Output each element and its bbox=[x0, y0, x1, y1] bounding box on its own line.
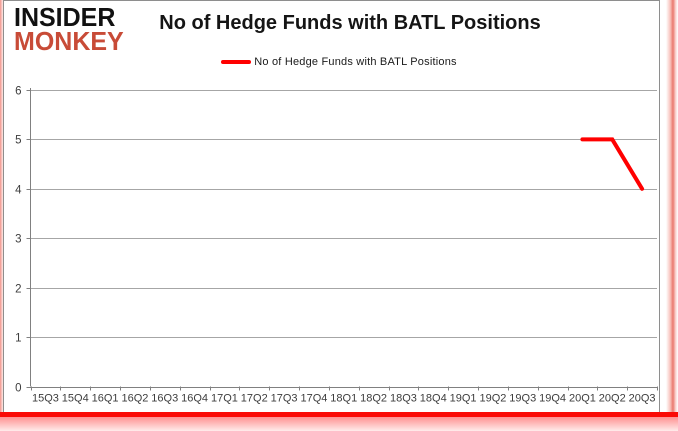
svg-text:20Q1: 20Q1 bbox=[569, 393, 596, 405]
svg-text:19Q4: 19Q4 bbox=[539, 393, 566, 405]
decorative-right-border bbox=[666, 0, 678, 431]
chart-legend: No of Hedge Funds with BATL Positions bbox=[0, 56, 678, 68]
svg-text:17Q3: 17Q3 bbox=[271, 393, 298, 405]
svg-text:15Q3: 15Q3 bbox=[32, 393, 59, 405]
svg-text:20Q2: 20Q2 bbox=[599, 393, 626, 405]
svg-text:18Q1: 18Q1 bbox=[330, 393, 357, 405]
svg-text:16Q1: 16Q1 bbox=[92, 393, 119, 405]
svg-text:18Q4: 18Q4 bbox=[420, 393, 447, 405]
logo-line-insider: INSIDER bbox=[14, 3, 116, 33]
svg-text:19Q2: 19Q2 bbox=[479, 393, 506, 405]
svg-text:1: 1 bbox=[15, 333, 21, 345]
svg-text:0: 0 bbox=[15, 383, 21, 395]
svg-text:18Q2: 18Q2 bbox=[360, 393, 387, 405]
svg-text:18Q3: 18Q3 bbox=[390, 393, 417, 405]
decorative-bottom-border bbox=[0, 412, 678, 417]
svg-text:20Q3: 20Q3 bbox=[629, 393, 656, 405]
svg-text:4: 4 bbox=[15, 185, 22, 197]
logo-line-monkey: MONKEY bbox=[14, 27, 124, 57]
svg-text:16Q3: 16Q3 bbox=[151, 393, 178, 405]
legend-label: No of Hedge Funds with BATL Positions bbox=[254, 56, 457, 68]
svg-text:5: 5 bbox=[15, 135, 21, 147]
svg-text:16Q2: 16Q2 bbox=[121, 393, 148, 405]
svg-text:19Q3: 19Q3 bbox=[509, 393, 536, 405]
svg-text:6: 6 bbox=[15, 86, 21, 98]
svg-text:17Q4: 17Q4 bbox=[300, 393, 327, 405]
insider-monkey-logo: INSIDER MONKEY bbox=[14, 3, 124, 57]
legend-line-swatch bbox=[221, 60, 252, 64]
svg-text:2: 2 bbox=[15, 284, 21, 296]
svg-text:17Q1: 17Q1 bbox=[211, 393, 238, 405]
svg-text:17Q2: 17Q2 bbox=[241, 393, 268, 405]
chart-frame bbox=[3, 0, 660, 414]
svg-text:19Q1: 19Q1 bbox=[450, 393, 477, 405]
decorative-left-border bbox=[0, 0, 3, 431]
svg-text:15Q4: 15Q4 bbox=[62, 393, 89, 405]
decorative-bottom-glow bbox=[0, 417, 678, 431]
svg-text:3: 3 bbox=[15, 234, 21, 246]
svg-text:16Q4: 16Q4 bbox=[181, 393, 208, 405]
chart-title: No of Hedge Funds with BATL Positions bbox=[159, 12, 541, 34]
